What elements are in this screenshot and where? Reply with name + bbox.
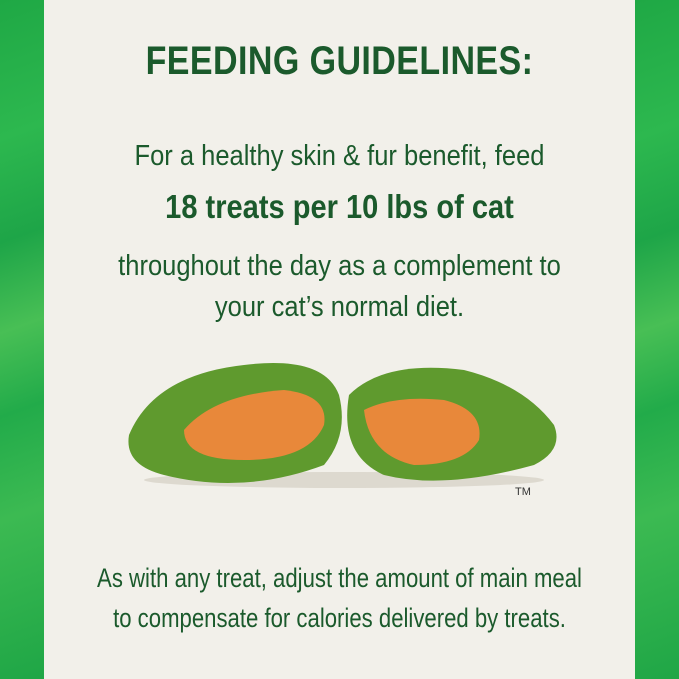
- body-text-line: your cat’s normal diet.: [214, 291, 465, 323]
- intro-text: For a healthy skin & fur benefit, feed: [134, 140, 545, 172]
- heading: FEEDING GUIDELINES:: [145, 39, 534, 83]
- green-side-border-left: [0, 0, 44, 679]
- note-text-line: As with any treat, adjust the amount of …: [97, 563, 582, 593]
- treat-filling-right: [364, 398, 480, 465]
- content-panel: FEEDING GUIDELINES: For a healthy skin &…: [44, 0, 635, 679]
- green-side-border-right: [635, 0, 679, 679]
- body-text-line: throughout the day as a complement to: [118, 250, 561, 282]
- note-text-line: to compensate for calories delivered by …: [113, 603, 566, 633]
- treat-filling-left: [184, 390, 325, 460]
- treat-image: [128, 363, 557, 488]
- amount-text: 18 treats per 10 lbs of cat: [165, 188, 514, 225]
- trademark: TM: [515, 486, 531, 498]
